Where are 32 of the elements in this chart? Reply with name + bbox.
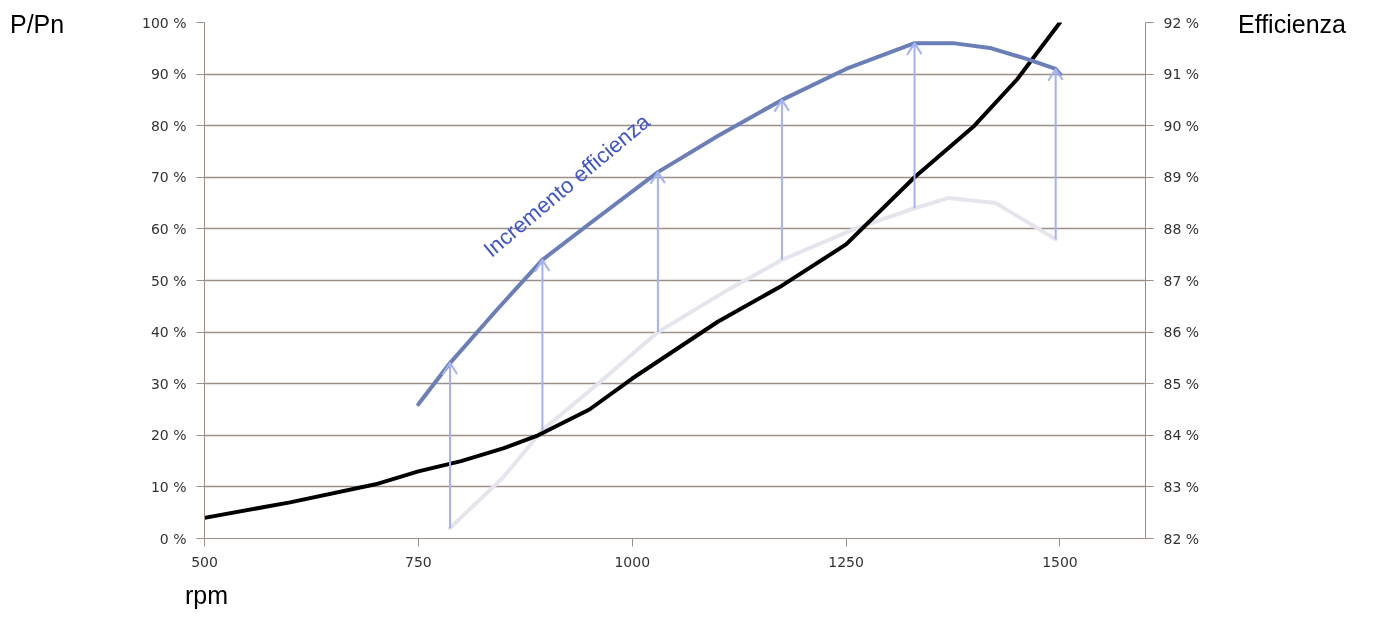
y2-tick-label: 86 % [1163, 324, 1200, 341]
y2-tick-label: 88 % [1163, 220, 1200, 237]
y-tick-label: 70 % [150, 169, 187, 186]
x-tick-label: 1500 [1042, 553, 1078, 570]
y-tick-label: 60 % [150, 220, 187, 237]
y-tick-label: 0 % [159, 530, 187, 547]
y2-axis-title: Efficienza [1238, 10, 1346, 38]
x-tick-label: 1250 [828, 553, 864, 570]
y2-tick-label: 89 % [1163, 169, 1200, 186]
y2-tick-label: 92 % [1163, 14, 1200, 31]
y2-tick-label: 91 % [1163, 66, 1200, 83]
y2-tick-label: 90 % [1163, 117, 1200, 134]
y-tick-label: 40 % [150, 324, 187, 341]
y-tick-label: 100 % [142, 14, 187, 31]
line-series [416, 41, 1062, 407]
x-tick-label: 1000 [614, 553, 651, 570]
y-tick-label: 90 % [150, 66, 187, 83]
y-tick-label: 30 % [150, 375, 187, 392]
x-tick-label: 500 [191, 553, 218, 570]
y2-tick-label: 87 % [1163, 272, 1200, 289]
y2-tick-label: 85 % [1163, 375, 1200, 392]
y-tick-label: 50 % [150, 272, 187, 289]
y-tick-label: 10 % [150, 478, 187, 495]
y2-tick-label: 84 % [1163, 427, 1200, 444]
y-axis-title: P/Pn [10, 10, 65, 38]
x-tick-label: 750 [405, 553, 432, 570]
y2-tick-label: 83 % [1163, 478, 1200, 495]
y-tick-label: 20 % [150, 427, 187, 444]
line-series [204, 22, 1062, 520]
y-tick-label: 80 % [150, 117, 187, 134]
y2-tick-label: 82 % [1163, 530, 1200, 547]
x-axis-title: rpm [185, 581, 229, 609]
